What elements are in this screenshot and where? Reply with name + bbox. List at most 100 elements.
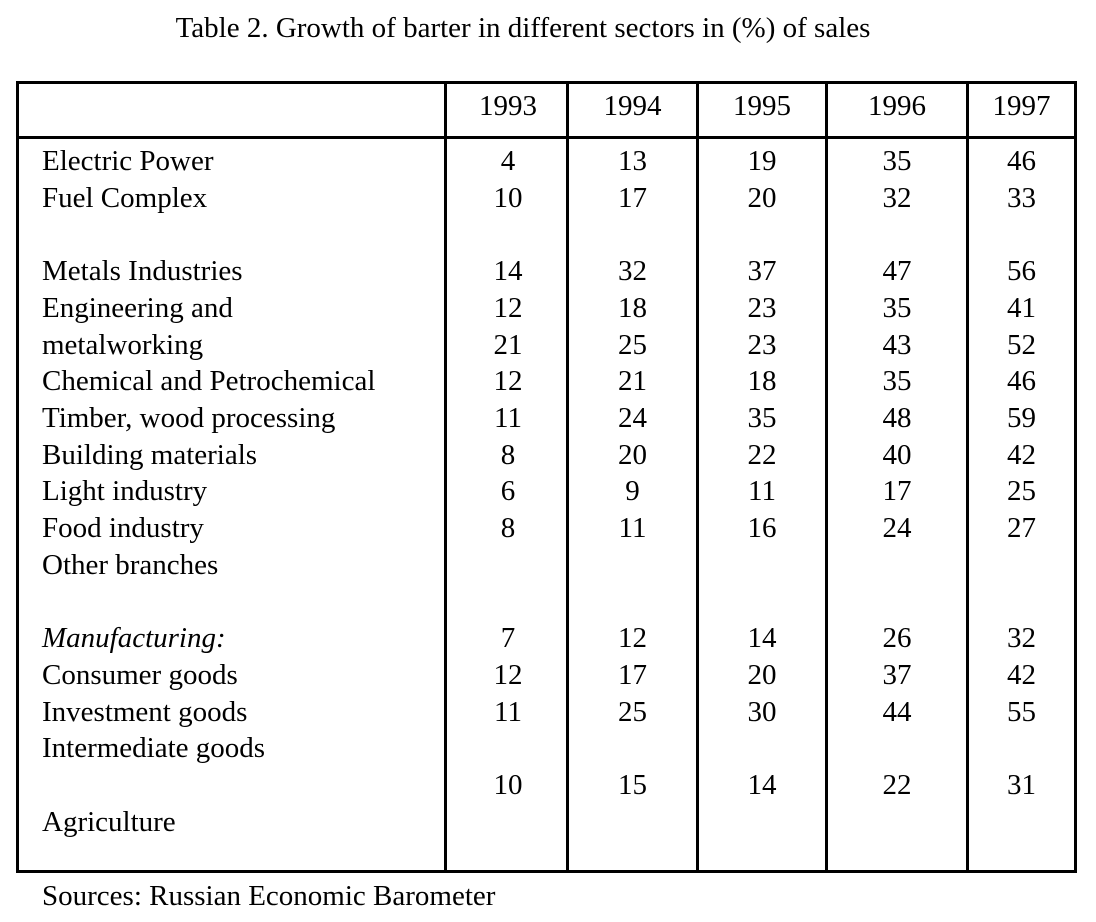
table-cell: 11 [494, 695, 522, 728]
table-cell: 8 [500, 438, 516, 471]
table-cell: 35 [747, 401, 777, 434]
year-header: 1996 [868, 90, 926, 122]
table-cell: 10 [493, 768, 523, 801]
row-label: Manufacturing: [42, 622, 226, 655]
row-label: metalworking [42, 328, 204, 361]
source-note: Sources: Russian Economic Barometer [42, 880, 496, 912]
table-cell: 20 [618, 438, 647, 471]
table-cell: 11 [494, 401, 522, 434]
table-cell: 37 [882, 658, 912, 691]
table-cell: 30 [747, 695, 777, 728]
column-divider [825, 84, 828, 870]
table-cell: 41 [1007, 291, 1036, 324]
table-caption: Table 2. Growth of barter in different s… [175, 12, 871, 44]
row-label: Other branches [42, 548, 219, 581]
table-cell: 27 [1007, 512, 1036, 544]
table-cell: 42 [1007, 658, 1036, 691]
table-cell: 33 [1007, 181, 1036, 214]
table-cell: 42 [1007, 438, 1036, 471]
column-divider [444, 84, 447, 870]
table-cell: 32 [882, 181, 912, 214]
table-cell: 20 [747, 658, 777, 691]
table-cell: 25 [618, 328, 647, 361]
row-label: Light industry [42, 475, 208, 508]
table-cell: 11 [748, 475, 776, 508]
table-cell: 12 [493, 658, 523, 691]
table-cell: 18 [747, 365, 777, 398]
table-cell: 18 [618, 291, 647, 324]
table-cell: 10 [493, 181, 523, 214]
table-cell: 46 [1007, 365, 1036, 398]
row-label: Metals Industries [42, 255, 243, 288]
row-label: Timber, wood processing [42, 401, 336, 434]
table-cell: 26 [882, 622, 912, 655]
table-cell: 24 [882, 512, 912, 544]
table-cell: 12 [618, 622, 647, 655]
table-cell: 16 [747, 512, 777, 544]
table-cell: 19 [747, 145, 777, 177]
table-cell: 14 [747, 622, 777, 655]
table-cell: 12 [493, 365, 523, 398]
table-cell: 31 [1007, 768, 1036, 801]
table-cell: 8 [500, 512, 516, 544]
table-cell: 32 [618, 255, 647, 288]
year-header: 1995 [733, 90, 791, 122]
table-cell: 46 [1007, 145, 1036, 177]
row-label: Chemical and Petrochemical [42, 365, 376, 398]
table-cell: 17 [618, 658, 647, 691]
row-label: Building materials [42, 438, 258, 471]
year-header: 1997 [992, 90, 1051, 122]
table-cell: 15 [618, 768, 647, 801]
barter-table: 1993 1994 1995 1996 1997 Electric Power 4 13 19 3… [16, 81, 1077, 873]
table-cell: 22 [882, 768, 912, 801]
table-cell: 7 [500, 622, 516, 655]
table-cell: 35 [882, 145, 912, 177]
year-header: 1993 [479, 90, 537, 122]
table-cell: 40 [882, 438, 912, 471]
table-cell: 37 [747, 255, 777, 288]
table-cell: 17 [618, 181, 647, 214]
header-divider [19, 136, 1074, 139]
table-cell: 14 [747, 768, 777, 801]
table-cell: 59 [1007, 401, 1036, 434]
table-cell: 43 [882, 328, 912, 361]
column-divider [966, 84, 969, 870]
table-cell: 17 [882, 475, 912, 508]
table-cell: 35 [882, 291, 912, 324]
table-cell: 55 [1007, 695, 1036, 728]
row-label: Intermediate goods [42, 732, 266, 765]
table-cell: 4 [500, 145, 516, 177]
table-cell: 35 [882, 365, 912, 398]
table-cell: 56 [1007, 255, 1036, 288]
table-cell: 11 [618, 512, 647, 544]
row-label: Engineering and [42, 291, 233, 324]
table-cell: 22 [747, 438, 777, 471]
table-cell: 23 [747, 291, 777, 324]
table-cell: 14 [493, 255, 523, 288]
row-label: Agriculture [42, 805, 176, 838]
table-cell: 21 [618, 365, 647, 398]
table-cell: 13 [618, 145, 647, 177]
row-label: Investment goods [42, 695, 248, 728]
table-cell: 21 [493, 328, 523, 361]
table-cell: 24 [618, 401, 647, 434]
table-cell: 6 [500, 475, 516, 508]
row-label: Consumer goods [42, 658, 238, 691]
year-header: 1994 [603, 90, 662, 122]
row-label: Food industry [42, 512, 204, 544]
table-cell: 23 [747, 328, 777, 361]
row-label: Electric Power [42, 145, 214, 177]
table-cell: 48 [882, 401, 912, 434]
table-cell: 44 [882, 695, 912, 728]
table-cell: 12 [493, 291, 523, 324]
table-cell: 9 [625, 475, 640, 508]
table-cell: 52 [1007, 328, 1036, 361]
column-divider [566, 84, 569, 870]
column-divider [696, 84, 699, 870]
table-cell: 20 [747, 181, 777, 214]
table-cell: 47 [882, 255, 912, 288]
row-label: Fuel Complex [42, 181, 208, 214]
table-cell: 25 [1007, 475, 1036, 508]
table-cell: 25 [618, 695, 647, 728]
table-cell: 32 [1007, 622, 1036, 655]
